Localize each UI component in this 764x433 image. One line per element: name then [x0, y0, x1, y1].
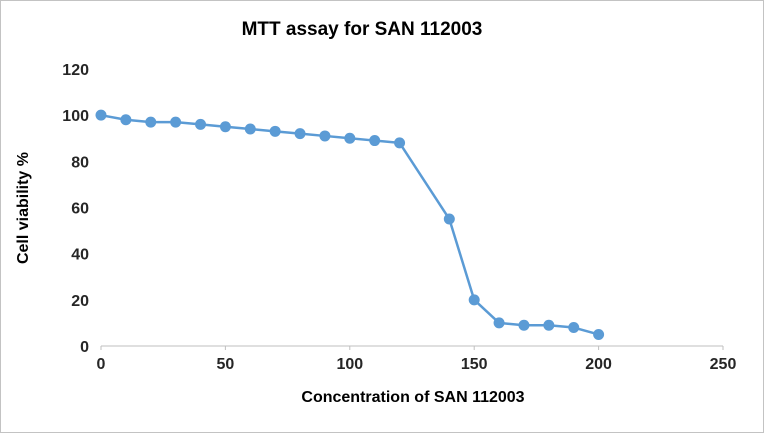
data-point [369, 135, 381, 147]
data-point [518, 319, 530, 331]
y-tick-label: 0 [80, 339, 89, 356]
data-point [244, 123, 256, 135]
data-point [170, 116, 182, 128]
data-point [219, 121, 231, 133]
data-point [269, 125, 281, 137]
x-tick-label: 150 [461, 356, 488, 373]
data-point [319, 130, 331, 142]
y-tick-label: 80 [71, 154, 89, 171]
x-tick-label: 200 [585, 356, 612, 373]
y-tick-label: 20 [71, 293, 89, 310]
data-point [120, 114, 132, 126]
data-point [344, 132, 356, 144]
data-point [195, 118, 207, 130]
x-tick-label: 50 [217, 356, 235, 373]
data-point [95, 109, 107, 121]
data-line [99, 113, 600, 336]
data-point [145, 116, 157, 128]
data-point [543, 319, 555, 331]
data-point [294, 128, 306, 140]
data-point [443, 213, 455, 225]
y-tick-label: 60 [71, 201, 89, 218]
x-tick-label: 100 [336, 356, 363, 373]
data-point [568, 322, 580, 334]
y-tick-label: 100 [62, 108, 89, 125]
data-point [394, 137, 406, 149]
x-tick-label: 0 [97, 356, 106, 373]
data-point [593, 328, 605, 340]
chart-title: MTT assay for SAN 112003 [241, 19, 483, 40]
data-point [468, 294, 480, 306]
x-tick-label: 250 [710, 356, 737, 373]
data-point [493, 317, 505, 329]
y-tick-label: 40 [71, 247, 89, 264]
x-axis-label: Concentration of SAN 112003 [301, 389, 525, 406]
y-tick-label: 120 [62, 62, 89, 79]
